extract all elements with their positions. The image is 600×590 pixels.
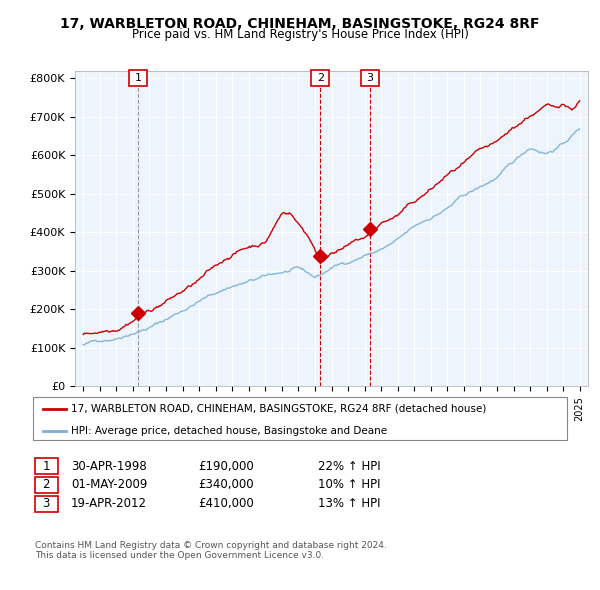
Text: 30-APR-1998: 30-APR-1998	[71, 460, 146, 473]
Text: 01-MAY-2009: 01-MAY-2009	[71, 478, 147, 491]
Text: HPI: Average price, detached house, Basingstoke and Deane: HPI: Average price, detached house, Basi…	[71, 427, 387, 436]
Text: £340,000: £340,000	[198, 478, 254, 491]
Text: 3: 3	[366, 73, 373, 83]
Text: 13% ↑ HPI: 13% ↑ HPI	[318, 497, 380, 510]
Text: £410,000: £410,000	[198, 497, 254, 510]
Text: 17, WARBLETON ROAD, CHINEHAM, BASINGSTOKE, RG24 8RF (detached house): 17, WARBLETON ROAD, CHINEHAM, BASINGSTOK…	[71, 404, 486, 414]
Text: 2: 2	[43, 478, 50, 491]
Text: 1: 1	[43, 460, 50, 473]
Text: 2: 2	[317, 73, 324, 83]
Text: 10% ↑ HPI: 10% ↑ HPI	[318, 478, 380, 491]
Text: 19-APR-2012: 19-APR-2012	[71, 497, 147, 510]
Text: £190,000: £190,000	[198, 460, 254, 473]
Text: Price paid vs. HM Land Registry's House Price Index (HPI): Price paid vs. HM Land Registry's House …	[131, 28, 469, 41]
Text: This data is licensed under the Open Government Licence v3.0.: This data is licensed under the Open Gov…	[35, 551, 324, 560]
Text: Contains HM Land Registry data © Crown copyright and database right 2024.: Contains HM Land Registry data © Crown c…	[35, 541, 386, 550]
Text: 1: 1	[135, 73, 142, 83]
Text: 22% ↑ HPI: 22% ↑ HPI	[318, 460, 380, 473]
Text: 17, WARBLETON ROAD, CHINEHAM, BASINGSTOKE, RG24 8RF: 17, WARBLETON ROAD, CHINEHAM, BASINGSTOK…	[60, 17, 540, 31]
Text: 3: 3	[43, 497, 50, 510]
